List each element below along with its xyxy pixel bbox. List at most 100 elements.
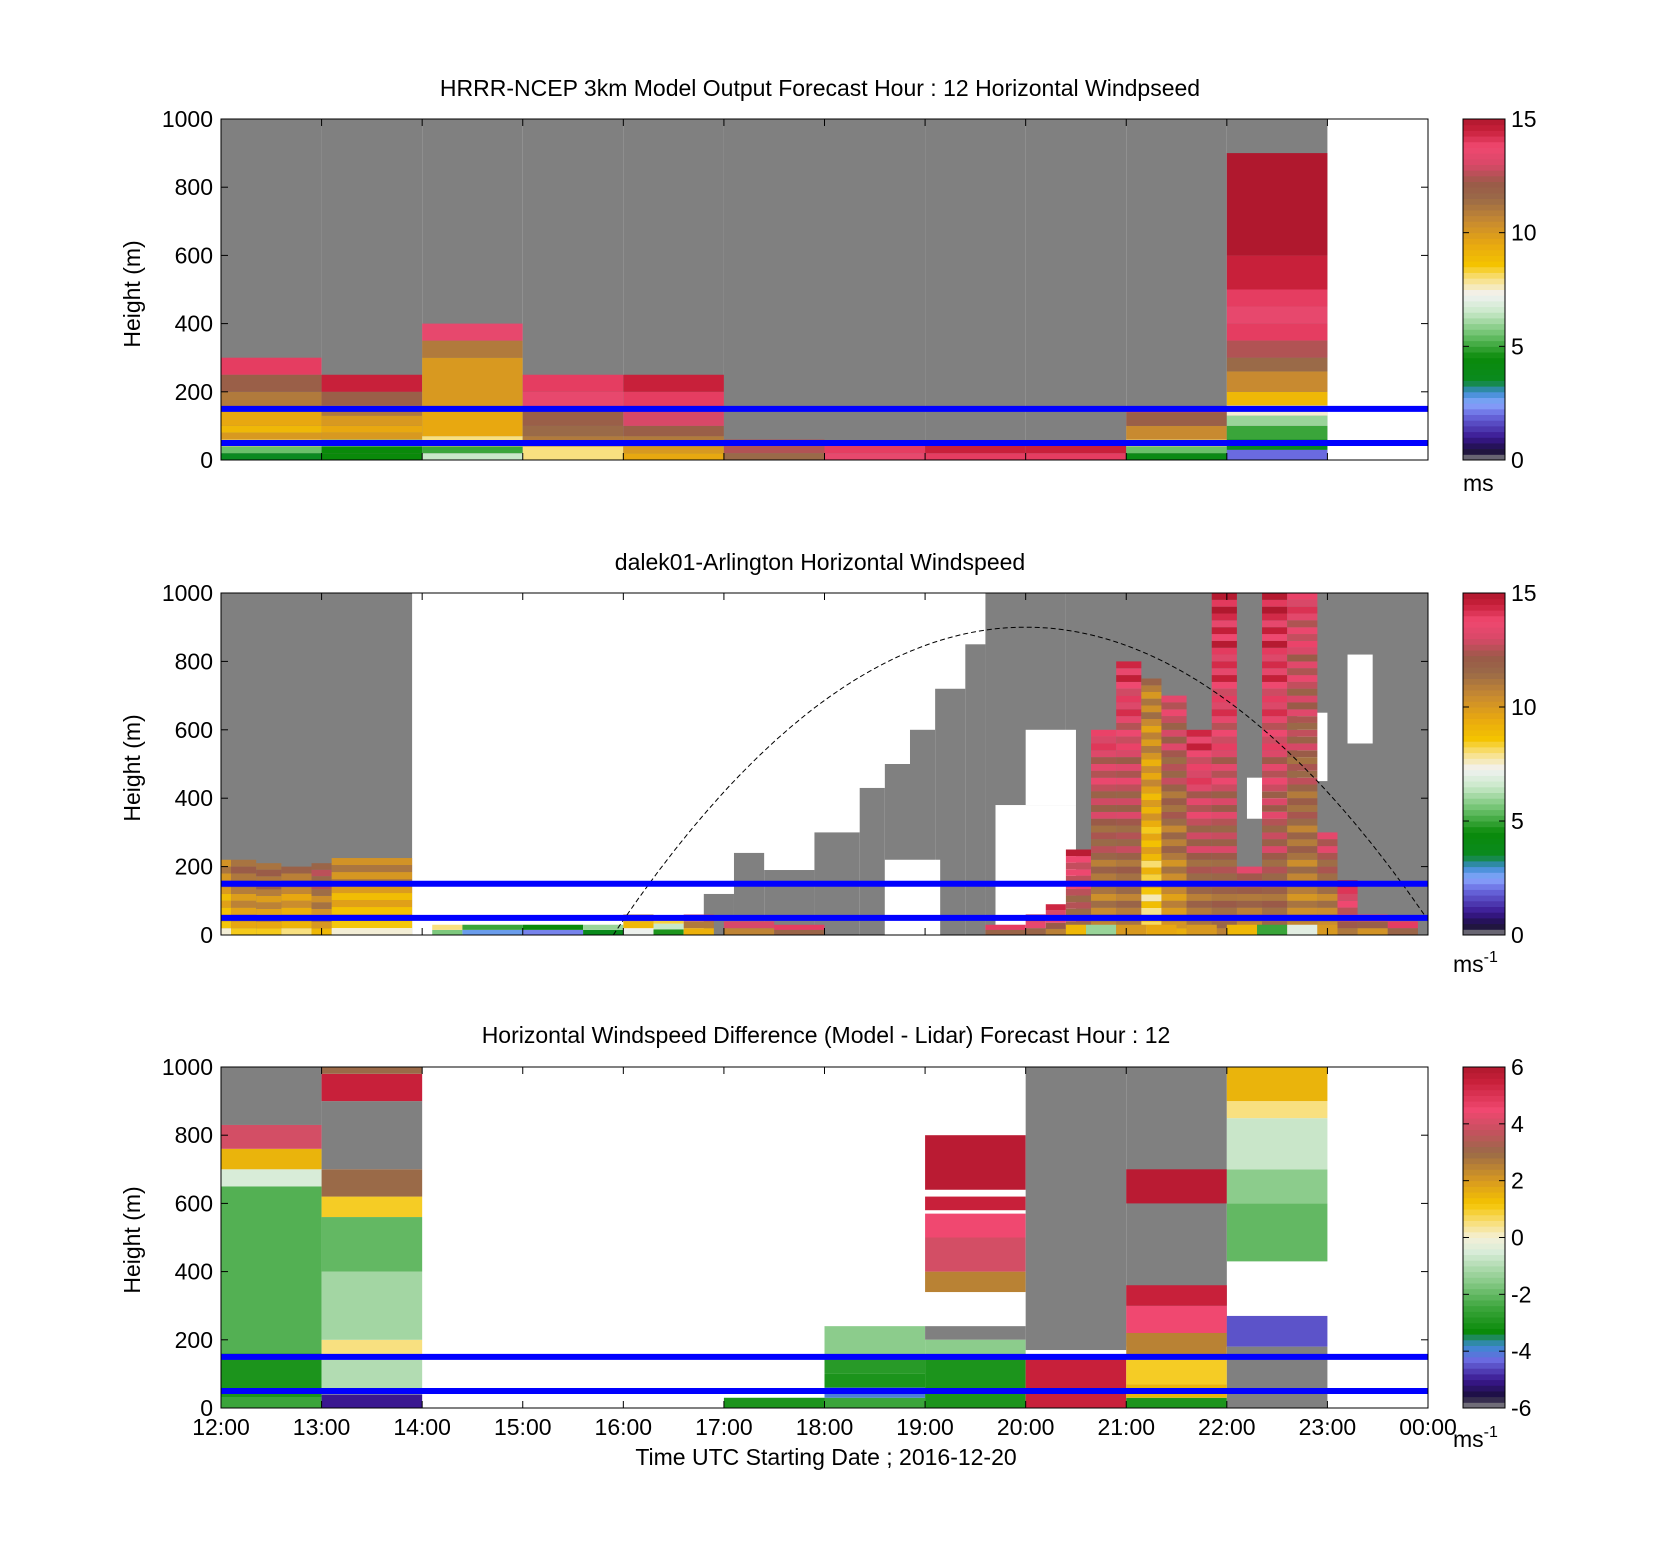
windspeed-cell (1161, 791, 1187, 799)
windspeed-cell (1287, 893, 1318, 901)
windspeed-cell (1116, 702, 1142, 710)
windspeed-cell (1262, 599, 1288, 607)
difference-cell (221, 1148, 322, 1170)
windspeed-cell (1186, 852, 1212, 860)
windspeed-cell (1262, 729, 1288, 737)
windspeed-cell (1161, 887, 1187, 894)
windspeed-cell (1186, 839, 1212, 847)
colorbar-swatch (1463, 1396, 1505, 1403)
difference-cell (925, 1213, 1026, 1238)
colorbar-swatch (1463, 1197, 1505, 1204)
windspeed-cell (1337, 893, 1358, 901)
windspeed-cell (1211, 757, 1237, 764)
windspeed-cell (321, 453, 423, 460)
windspeed-cell (1141, 678, 1162, 686)
windspeed-cell (1116, 681, 1142, 689)
model-panel-plot: 0 200 400 600 800 1000 (162, 106, 1429, 473)
colorbar-swatch (1463, 437, 1505, 444)
colorbar-swatch (1463, 644, 1505, 651)
windspeed-cell (1116, 777, 1142, 785)
colorbar-swatch (1463, 1129, 1505, 1136)
windspeed-cell (1161, 770, 1187, 778)
windspeed-cell (1262, 593, 1288, 600)
windspeed-cell (1287, 620, 1318, 628)
colorbar-swatch (1463, 124, 1505, 131)
colorbar-swatch (1463, 1300, 1505, 1307)
windspeed-cell (1287, 770, 1318, 778)
windspeed-cell (422, 323, 523, 341)
windspeed-cell (1287, 654, 1318, 662)
y-tick-label: 0 (200, 922, 213, 948)
windspeed-cell (311, 902, 332, 909)
windspeed-cell (1161, 893, 1187, 901)
windspeed-cell (311, 863, 332, 870)
y-tick-label: 1000 (162, 106, 213, 132)
colorbar-swatch (1463, 249, 1505, 256)
missing-data-cell (925, 119, 1026, 460)
windspeed-cell (1186, 729, 1212, 737)
windspeed-cell (1226, 255, 1328, 290)
windspeed-cell (1116, 846, 1142, 853)
windspeed-cell (1287, 764, 1318, 771)
colorbar-swatch (1463, 1379, 1505, 1386)
windspeed-cell (1211, 668, 1237, 676)
colorbar-swatch (1463, 895, 1505, 902)
windspeed-cell (1161, 852, 1187, 860)
windspeed-cell (1161, 716, 1187, 723)
windspeed-cell (1211, 900, 1237, 908)
colorbar-swatch (1463, 1322, 1505, 1329)
colorbar-swatch (1463, 1135, 1505, 1142)
colorbar-swatch (1463, 130, 1505, 137)
colorbar-swatch (1463, 1169, 1505, 1176)
windspeed-cell (221, 893, 232, 901)
windspeed-cell (1211, 805, 1237, 812)
colorbar-tick-label: 0 (1511, 447, 1524, 473)
colorbar-swatch (1463, 593, 1505, 600)
windspeed-cell (432, 929, 463, 935)
windspeed-cell (1287, 647, 1318, 655)
colorbar-swatch (1463, 838, 1505, 845)
windspeed-cell (281, 893, 312, 901)
windspeed-cell (1091, 805, 1117, 812)
colorbar-swatch (1463, 1402, 1505, 1409)
windspeed-cell (1262, 846, 1288, 853)
colorbar-swatch (1463, 929, 1505, 936)
colorbar-swatch (1463, 425, 1505, 433)
windspeed-cell (1141, 860, 1162, 868)
windspeed-cell (1211, 647, 1237, 655)
windspeed-cell (824, 442, 926, 454)
windspeed-cell (321, 446, 423, 454)
windspeed-cell (1065, 849, 1092, 857)
colorbar-tick-label: -6 (1511, 1395, 1531, 1421)
colorbar-swatch (1463, 1078, 1505, 1085)
colorbar-swatch (1463, 598, 1505, 605)
windspeed-cell (1287, 695, 1318, 703)
windspeed-cell (1211, 750, 1237, 758)
colorbar-swatch (1463, 752, 1505, 759)
windspeed-cell (1141, 800, 1162, 807)
colorbar-swatch (1463, 1334, 1505, 1341)
difference-cell (1226, 1315, 1328, 1347)
colorbar-swatch (1463, 786, 1505, 793)
windspeed-cell (1186, 873, 1212, 881)
windspeed-cell (422, 446, 523, 454)
windspeed-cell (1317, 832, 1338, 840)
windspeed-cell (1287, 887, 1318, 894)
windspeed-cell (1262, 907, 1288, 915)
colorbar-swatch (1463, 380, 1505, 387)
windspeed-cell (1236, 887, 1263, 894)
windspeed-cell (281, 873, 312, 881)
windspeed-cell (1116, 818, 1142, 826)
colorbar-swatch (1463, 431, 1505, 438)
windspeed-cell (1186, 887, 1212, 894)
difference-cell (221, 1186, 322, 1354)
windspeed-cell (522, 929, 584, 935)
windspeed-cell (1086, 924, 1117, 935)
colorbar-swatch (1463, 741, 1505, 748)
windspeed-cell (1186, 764, 1212, 771)
difference-cell (321, 1339, 423, 1357)
missing-data-cell (824, 119, 926, 460)
windspeed-cell (1211, 593, 1237, 600)
colorbar-swatch (1463, 883, 1505, 890)
